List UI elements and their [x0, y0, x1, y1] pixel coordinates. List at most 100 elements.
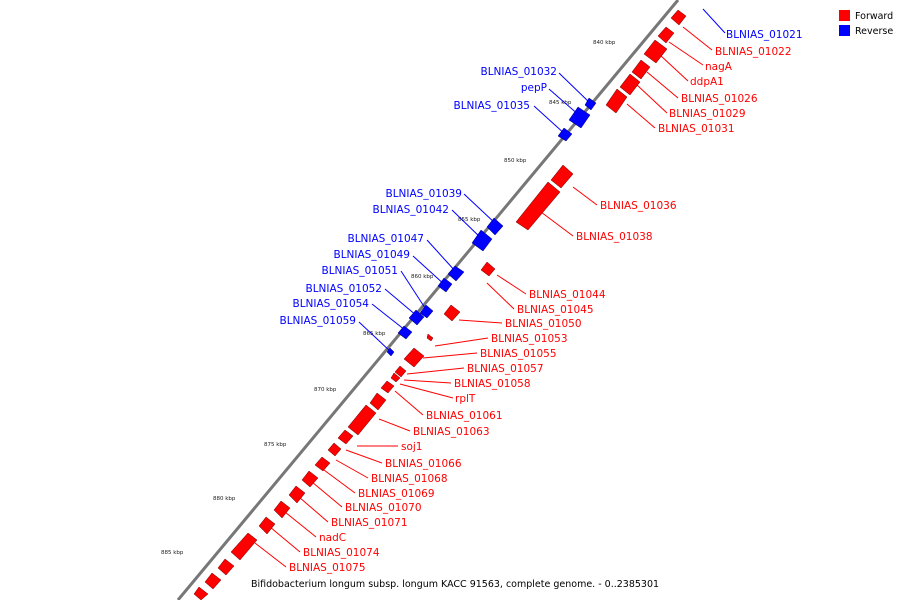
gene-arrow-reverse[interactable]: [437, 277, 453, 293]
gene-arrow-forward[interactable]: [301, 470, 319, 488]
gene-arrow-forward[interactable]: [605, 88, 628, 114]
gene-label-forward[interactable]: BLNIAS_01070: [345, 502, 422, 514]
leader-line: [558, 72, 592, 105]
leader-line: [533, 105, 567, 136]
gene-label-forward[interactable]: BLNIAS_01053: [491, 333, 568, 345]
gene-label-forward[interactable]: rplT: [455, 393, 476, 405]
gene-arrow-forward[interactable]: [369, 392, 387, 411]
gene-label-forward[interactable]: BLNIAS_01036: [600, 200, 677, 212]
leader-line: [540, 211, 574, 237]
gene-label-reverse[interactable]: BLNIAS_01052: [305, 283, 382, 295]
gene-arrow-forward[interactable]: [193, 586, 209, 600]
gene-label-forward[interactable]: nadC: [319, 532, 346, 544]
gene-arrow-forward[interactable]: [217, 558, 235, 576]
gene-arrow-reverse[interactable]: [447, 265, 465, 282]
gene-arrow-forward[interactable]: [230, 532, 258, 561]
gene-arrow-reverse[interactable]: [386, 347, 395, 357]
gene-label-forward[interactable]: BLNIAS_01022: [715, 46, 792, 58]
gene-arrow-forward[interactable]: [550, 164, 574, 189]
gene-label-forward[interactable]: BLNIAS_01029: [669, 108, 746, 120]
gene-arrow-reverse[interactable]: [471, 229, 493, 252]
gene-label-forward[interactable]: BLNIAS_01063: [413, 426, 490, 438]
gene-label-forward[interactable]: BLNIAS_01061: [426, 410, 503, 422]
gene-label-forward[interactable]: BLNIAS_01031: [658, 123, 735, 135]
tick-label: 855 kbp: [458, 217, 481, 223]
leader-line: [394, 390, 424, 416]
leader-line: [434, 337, 489, 347]
gene-label-forward[interactable]: nagA: [705, 61, 733, 73]
gene-label-reverse[interactable]: BLNIAS_01032: [480, 66, 557, 78]
gene-arrow-forward[interactable]: [327, 442, 342, 457]
gene-label-forward[interactable]: BLNIAS_01074: [303, 547, 380, 559]
gene-arrow-forward[interactable]: [314, 456, 331, 472]
gene-label-reverse[interactable]: BLNIAS_01021: [726, 29, 803, 41]
gene-label-reverse[interactable]: BLNIAS_01054: [292, 298, 369, 310]
gene-label-forward[interactable]: BLNIAS_01069: [358, 488, 435, 500]
gene-arrow-forward[interactable]: [426, 333, 434, 342]
leader-line: [682, 26, 713, 51]
gene-label-reverse[interactable]: BLNIAS_01047: [347, 233, 424, 245]
gene-label-forward[interactable]: BLNIAS_01068: [371, 473, 448, 485]
gene-arrow-reverse[interactable]: [397, 325, 413, 340]
genome-caption: Bifidobacterium longum subsp. longum KAC…: [251, 579, 659, 590]
legend-swatch-forward: [839, 10, 850, 21]
gene-arrow-forward[interactable]: [204, 572, 222, 590]
gene-arrow-forward[interactable]: [643, 39, 668, 64]
gene-arrow-reverse[interactable]: [557, 127, 573, 142]
leader-line: [496, 274, 527, 295]
gene-arrow-forward[interactable]: [380, 380, 395, 394]
gene-arrow-reverse[interactable]: [408, 309, 425, 326]
leader-line: [400, 270, 428, 312]
leader-line: [426, 239, 457, 273]
leader-line: [378, 418, 411, 432]
gene-label-reverse[interactable]: BLNIAS_01035: [453, 100, 530, 112]
gene-label-forward[interactable]: ddpA1: [690, 76, 724, 88]
gene-label-forward[interactable]: BLNIAS_01044: [529, 289, 606, 301]
gene-label-forward[interactable]: BLNIAS_01075: [289, 562, 366, 574]
leader-line: [486, 282, 515, 310]
leader-line: [406, 367, 465, 375]
gene-arrow-forward[interactable]: [670, 9, 687, 26]
leader-line: [269, 526, 301, 553]
gene-arrow-reverse[interactable]: [584, 97, 597, 111]
gene-label-reverse[interactable]: BLNIAS_01049: [333, 249, 410, 261]
gene-arrow-forward[interactable]: [273, 500, 291, 519]
gene-label-forward[interactable]: BLNIAS_01045: [517, 304, 594, 316]
leader-line: [399, 383, 454, 399]
gene-label-reverse[interactable]: BLNIAS_01051: [321, 265, 398, 277]
gene-label-forward[interactable]: soj1: [401, 441, 423, 453]
gene-label-forward[interactable]: BLNIAS_01050: [505, 318, 582, 330]
gene-arrow-forward[interactable]: [480, 261, 496, 277]
gene-arrow-forward[interactable]: [394, 365, 407, 378]
gene-label-forward[interactable]: BLNIAS_01058: [454, 378, 531, 390]
gene-arrow-forward[interactable]: [403, 347, 425, 368]
gene-label-forward[interactable]: BLNIAS_01055: [480, 348, 557, 360]
gene-arrow-forward[interactable]: [515, 181, 561, 231]
gene-label-reverse[interactable]: BLNIAS_01059: [279, 315, 356, 327]
gene-label-forward[interactable]: BLNIAS_01026: [681, 93, 758, 105]
gene-arrow-forward[interactable]: [288, 485, 306, 504]
gene-label-reverse[interactable]: BLNIAS_01042: [372, 204, 449, 216]
gene-label-forward[interactable]: BLNIAS_01066: [385, 458, 462, 470]
leader-line: [323, 469, 356, 494]
gene-arrow-reverse[interactable]: [419, 304, 434, 319]
gene-arrow-forward[interactable]: [657, 26, 675, 44]
gene-arrow-forward[interactable]: [258, 516, 276, 535]
gene-arrow-forward[interactable]: [337, 429, 354, 445]
gene-label-forward[interactable]: BLNIAS_01057: [467, 363, 544, 375]
gene-label-forward[interactable]: BLNIAS_01038: [576, 231, 653, 243]
gene-arrow-reverse[interactable]: [486, 217, 504, 236]
gene-arrow-forward[interactable]: [390, 372, 401, 383]
gene-arrow-forward[interactable]: [631, 59, 651, 80]
gene-arrow-forward[interactable]: [347, 404, 377, 436]
gene-label-forward[interactable]: BLNIAS_01071: [331, 517, 408, 529]
gene-label-reverse[interactable]: BLNIAS_01039: [385, 188, 462, 200]
tick-label: 865 kbp: [363, 331, 386, 337]
tick-label: 860 kbp: [411, 274, 434, 280]
gene-arrow-forward[interactable]: [443, 304, 461, 322]
gene-label-reverse[interactable]: pepP: [521, 82, 547, 94]
gene-arrow-reverse[interactable]: [568, 106, 591, 129]
leader-line: [335, 459, 369, 479]
gene-arrow-forward[interactable]: [619, 73, 641, 96]
